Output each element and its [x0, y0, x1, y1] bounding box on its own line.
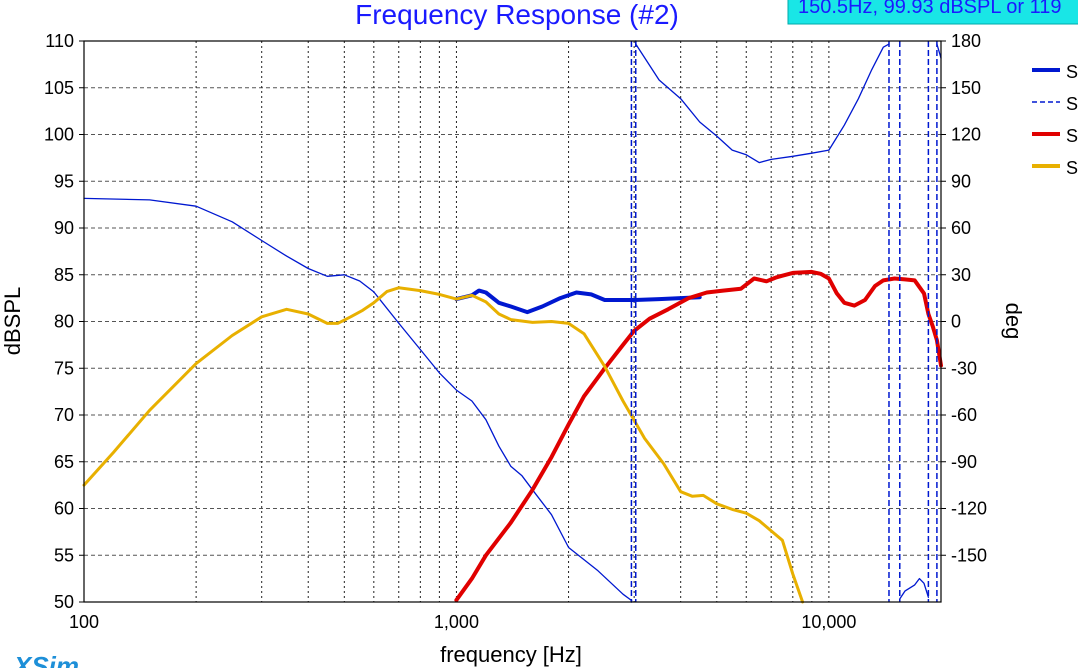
- brand-logo: XSim: [12, 651, 79, 668]
- y-tick-label: 105: [44, 78, 74, 98]
- y2-tick-label: 0: [951, 312, 961, 332]
- series-group: [82, 40, 943, 604]
- y2-tick-label: 90: [951, 171, 971, 191]
- grid: [84, 41, 941, 602]
- y2-axis-label: deg: [1001, 303, 1026, 340]
- x-axis-label: frequency [Hz]: [440, 642, 582, 667]
- y2-tick-label: 60: [951, 218, 971, 238]
- y-tick-label: 100: [44, 125, 74, 145]
- cursor-readout: 150.5Hz, 99.93 dBSPL or 119: [787, 0, 1078, 25]
- series-line-7: [454, 269, 943, 603]
- legend-label: S: [1066, 158, 1078, 178]
- series-line-3: [899, 577, 930, 600]
- y-tick-label: 60: [54, 499, 74, 519]
- cursor-readout-box: [787, 0, 1078, 25]
- y2-tick-label: 150: [951, 78, 981, 98]
- y-tick-label: 65: [54, 452, 74, 472]
- y-tick-label: 55: [54, 545, 74, 565]
- legend-label: S: [1066, 94, 1078, 114]
- series-line-2: [635, 43, 890, 164]
- y-tick-label: 95: [54, 171, 74, 191]
- x-tick-label: 100: [69, 612, 99, 632]
- y-tick-label: 80: [54, 312, 74, 332]
- series-line-8: [82, 286, 805, 604]
- chart-title: Frequency Response (#2): [355, 0, 679, 30]
- y2-tick-label: -90: [951, 452, 977, 472]
- y-tick-label: 110: [45, 31, 74, 51]
- y2-tick-label: 180: [951, 31, 981, 51]
- y-tick-label: 85: [54, 265, 74, 285]
- y-tick-label: 50: [54, 592, 74, 612]
- y2-tick-label: 120: [951, 125, 981, 145]
- series-line-1: [83, 197, 633, 602]
- y-tick-label: 75: [54, 358, 74, 378]
- y2-tick-label: 30: [951, 265, 971, 285]
- y2-tick-label: -30: [951, 358, 977, 378]
- y-tick-label: 90: [54, 218, 74, 238]
- y2-tick-label: -150: [951, 545, 987, 565]
- y2-tick-label: -60: [951, 405, 977, 425]
- y-tick-label: 70: [54, 405, 74, 425]
- legend-label: S: [1066, 126, 1078, 146]
- legend-label: S: [1066, 62, 1078, 82]
- plot-frame: [83, 40, 942, 603]
- series-line-0: [454, 288, 702, 315]
- cursor-readout-text: 150.5Hz, 99.93 dBSPL or 119: [798, 0, 1062, 18]
- x-tick-label: 1,000: [434, 612, 479, 632]
- y2-tick-label: -120: [951, 499, 987, 519]
- x-tick-label: 10,000: [801, 612, 856, 632]
- y-axis-label: dBSPL: [0, 287, 25, 356]
- tick-labels: 50 55 60 65 70 75 80 85 90 95 100 105 110 -150 -120 -90…: [44, 31, 987, 632]
